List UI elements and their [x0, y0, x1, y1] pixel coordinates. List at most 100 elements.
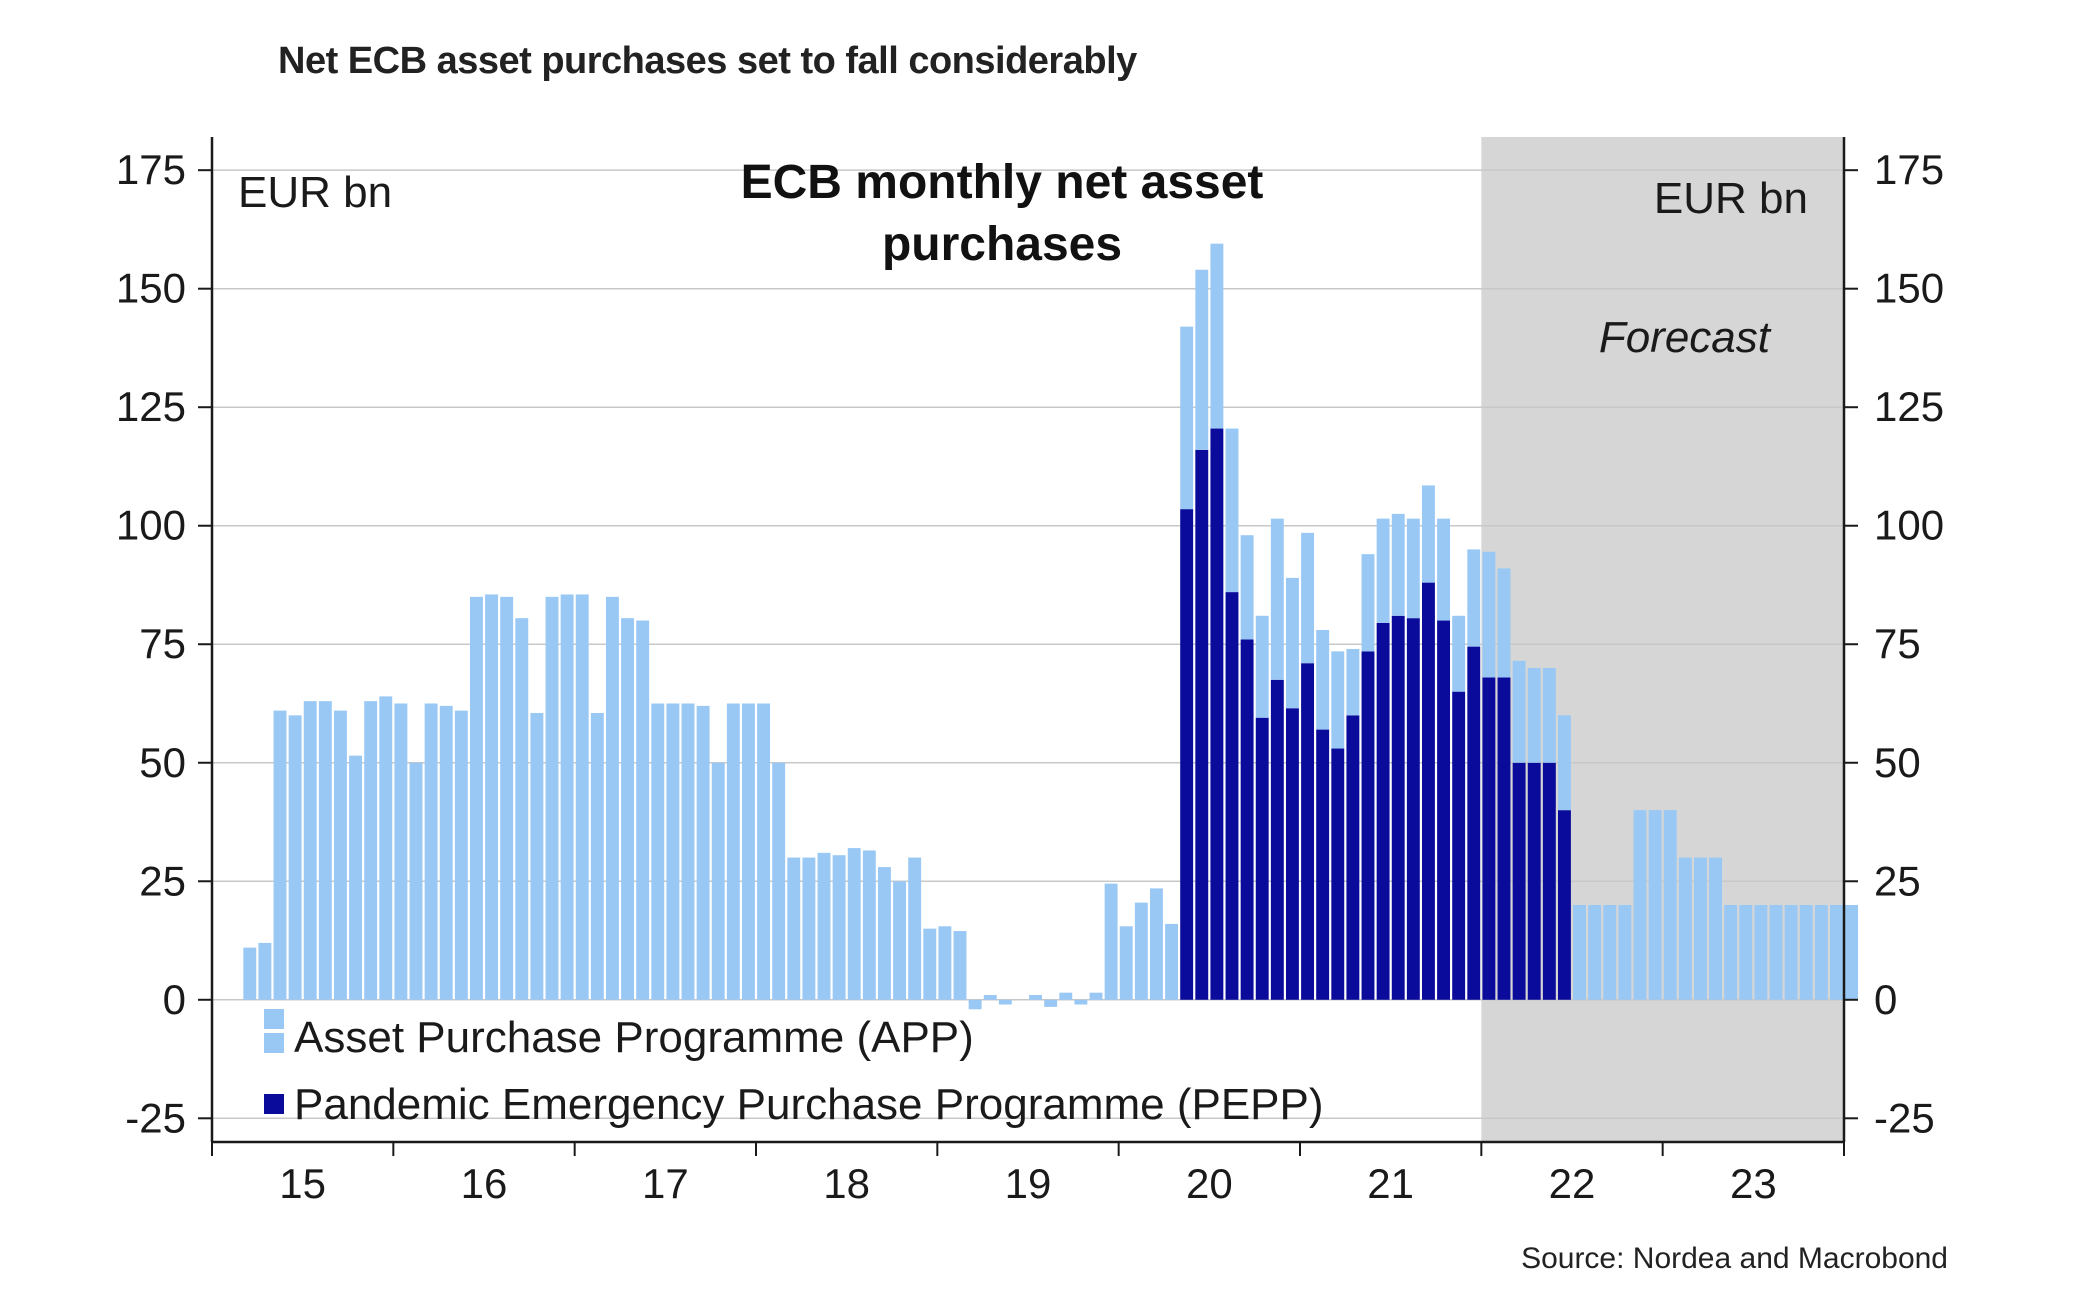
bar-app: [1270, 518, 1284, 680]
bar-app: [1210, 243, 1224, 429]
legend-label-app: Asset Purchase Programme (APP): [294, 1013, 974, 1062]
bar-app: [1149, 888, 1163, 1000]
bar-app: [1089, 992, 1103, 1000]
bar-app: [1724, 904, 1738, 1000]
y-tick-label-left: 50: [139, 739, 186, 786]
bar-pepp: [1421, 582, 1435, 1000]
bar-app: [1845, 904, 1859, 1000]
bar-pepp: [1376, 622, 1390, 1000]
x-tick-label: 16: [461, 1160, 508, 1207]
bar-pepp: [1542, 762, 1556, 1000]
y-tick-label-right: 150: [1874, 265, 1944, 312]
bar-app: [968, 999, 982, 1010]
bar-app: [1648, 810, 1662, 1000]
bar-app: [1180, 326, 1194, 510]
bar-pepp: [1180, 509, 1194, 1000]
bars: [243, 243, 1859, 1010]
bar-pepp: [1270, 679, 1284, 1000]
bar-app: [333, 710, 347, 1000]
y-tick-label-right: 0: [1874, 976, 1897, 1023]
axes: [210, 137, 1846, 1156]
bar-pepp: [1225, 592, 1239, 1000]
bar-app: [877, 867, 891, 1000]
bar-app: [1557, 715, 1571, 811]
bar-app: [726, 703, 740, 1000]
bar-app: [485, 594, 499, 1000]
bar-app: [605, 596, 619, 1000]
bar-pepp: [1437, 620, 1451, 1000]
legend: Asset Purchase Programme (APP) Pandemic …: [264, 1009, 1324, 1129]
bar-pepp: [1285, 708, 1299, 1000]
bar-app: [1044, 999, 1058, 1007]
bar-app: [530, 712, 544, 1000]
bar-app: [1542, 667, 1556, 763]
bar-app: [681, 703, 695, 1000]
y-tick-label-left: 0: [163, 976, 186, 1023]
bar-pepp: [1406, 618, 1420, 1000]
y-tick-label-left: 175: [116, 146, 186, 193]
bar-app: [258, 942, 272, 1000]
bar-app: [500, 596, 514, 1000]
bar-pepp: [1557, 810, 1571, 1000]
legend-swatch-pepp: [264, 1094, 284, 1114]
bar-app: [938, 926, 952, 1000]
bar-app: [364, 701, 378, 1000]
bar-app: [711, 762, 725, 1000]
chart-title-line-2: purchases: [882, 218, 1122, 271]
x-tick-label: 15: [279, 1160, 326, 1207]
bar-app: [1059, 992, 1073, 1000]
bar-app: [787, 857, 801, 1000]
bar-app: [893, 881, 907, 1000]
bar-app: [454, 710, 468, 1000]
bar-pepp: [1301, 663, 1315, 1000]
bar-app: [847, 848, 861, 1000]
legend-label-pepp: Pandemic Emergency Purchase Programme (P…: [294, 1080, 1324, 1129]
chart-headline: Net ECB asset purchases set to fall cons…: [278, 40, 1137, 82]
y-tick-label-left: 150: [116, 265, 186, 312]
bar-app: [1467, 549, 1481, 647]
bar-app: [1452, 615, 1466, 692]
bar-app: [1769, 904, 1783, 1000]
bar-app: [273, 710, 287, 1000]
x-tick-label: 19: [1005, 1160, 1052, 1207]
bar-app: [1391, 513, 1405, 616]
bar-app: [1588, 904, 1602, 1000]
bar-app: [1603, 904, 1617, 1000]
bar-app: [1663, 810, 1677, 1000]
bar-app: [1709, 857, 1723, 1000]
bar-app: [303, 701, 317, 1000]
bar-pepp: [1195, 449, 1209, 1000]
bar-app: [1437, 518, 1451, 621]
bar-app: [1799, 904, 1813, 1000]
bar-app: [1754, 904, 1768, 1000]
x-tick-label: 17: [642, 1160, 689, 1207]
bar-pepp: [1527, 762, 1541, 1000]
bar-app: [1739, 904, 1753, 1000]
y-tick-label-right: 175: [1874, 146, 1944, 193]
bar-app: [379, 696, 393, 1000]
gridlines: [212, 169, 1844, 1120]
bar-app: [1240, 535, 1254, 640]
bar-app: [923, 928, 937, 1000]
forecast-region: [1481, 137, 1844, 1142]
bar-pepp: [1316, 729, 1330, 1000]
y-unit-left: EUR bn: [238, 168, 392, 217]
bar-app: [1029, 995, 1043, 1000]
y-unit-right: EUR bn: [1654, 174, 1808, 223]
bar-app: [1573, 904, 1587, 1000]
bar-app: [1331, 651, 1345, 749]
y-tick-label-right: 50: [1874, 739, 1921, 786]
bar-app: [621, 618, 635, 1000]
bar-app: [1165, 923, 1179, 1000]
bar-app: [817, 852, 831, 1000]
bar-pepp: [1391, 615, 1405, 1000]
bar-app: [394, 703, 408, 1000]
bar-app: [998, 999, 1012, 1005]
bar-app: [1285, 577, 1299, 709]
bar-app: [802, 857, 816, 1000]
bar-app: [515, 618, 529, 1000]
bar-app: [545, 596, 559, 1000]
bar-app: [953, 931, 967, 1000]
bar-app: [1346, 648, 1360, 716]
bar-pepp: [1331, 748, 1345, 1000]
